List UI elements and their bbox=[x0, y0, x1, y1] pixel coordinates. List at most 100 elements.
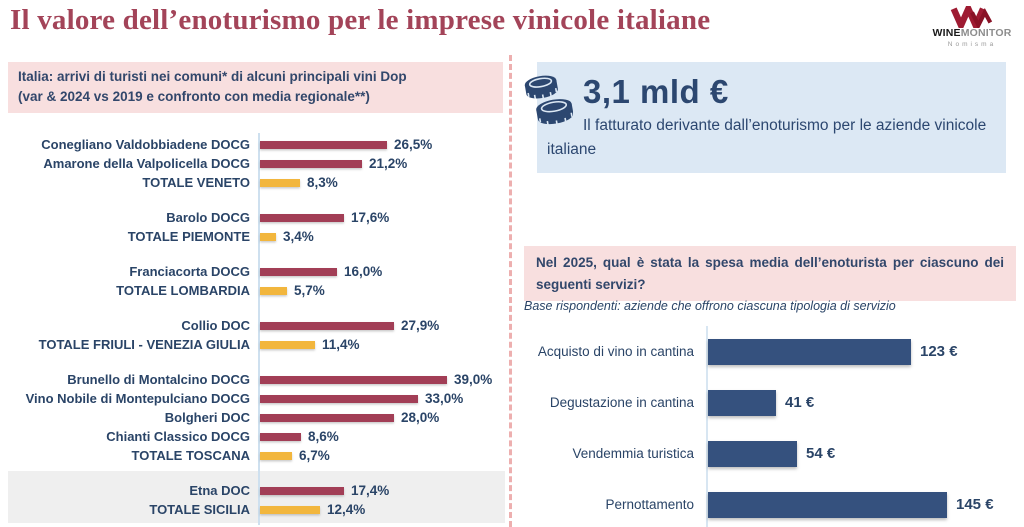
spending-row: Acquisto di vino in cantina 123 € bbox=[524, 326, 1024, 377]
spending-row: Vendemmia turistica 54 € bbox=[524, 428, 1024, 479]
wine-bar bbox=[260, 140, 387, 149]
chart-group-piemonte: Barolo DOCG 17,6% TOTALE PIEMONTE 3,4% bbox=[8, 208, 505, 246]
bar-row: TOTALE PIEMONTE 3,4% bbox=[8, 227, 505, 246]
caption-line-1: Italia: arrivi di turisti nei comuni* di… bbox=[18, 69, 407, 84]
spending-value: 145 € bbox=[956, 496, 994, 513]
bar-value: 17,4% bbox=[351, 483, 390, 498]
bar-value: 27,9% bbox=[401, 318, 440, 333]
service-label: Acquisto di vino in cantina bbox=[537, 343, 694, 359]
spending-chart: Acquisto di vino in cantina 123 € Degustaz… bbox=[524, 326, 1024, 527]
wine-label: Chianti Classico DOCG bbox=[106, 429, 250, 444]
spending-bar bbox=[708, 389, 776, 416]
wine-bar bbox=[260, 267, 337, 276]
service-label: Vendemmia turistica bbox=[572, 445, 694, 461]
sicilia-highlight-band bbox=[8, 471, 505, 523]
wine-bar bbox=[260, 486, 344, 495]
wine-label: Brunello di Montalcino DOCG bbox=[67, 372, 250, 387]
chart-group-sicilia: Etna DOC 17,4% TOTALE SICILIA 12,4% bbox=[8, 481, 505, 519]
bar-row: TOTALE VENETO 8,3% bbox=[8, 173, 505, 192]
left-chart-axis bbox=[258, 133, 260, 525]
chart-group-lombardia: Franciacorta DOCG 16,0% TOTALE LOMBARDIA 5,… bbox=[8, 262, 505, 300]
region-average-bar bbox=[260, 286, 287, 295]
bar-row: Franciacorta DOCG 16,0% bbox=[8, 262, 505, 281]
bar-value: 21,2% bbox=[369, 156, 408, 171]
bar-value: 28,0% bbox=[401, 410, 440, 425]
bar-row: Barolo DOCG 17,6% bbox=[8, 208, 505, 227]
bar-row: Collio DOC 27,9% bbox=[8, 316, 505, 335]
bar-row: Conegliano Valdobbiadene DOCG 26,5% bbox=[8, 135, 505, 154]
chart-group-friuli-venezia-giulia: Collio DOC 27,9% TOTALE FRIULI - VENEZIA G… bbox=[8, 316, 505, 354]
base-note: Base rispondenti: aziende che offrono ci… bbox=[524, 299, 896, 313]
region-total-label: TOTALE PIEMONTE bbox=[127, 229, 250, 244]
bar-row: TOTALE LOMBARDIA 5,7% bbox=[8, 281, 505, 300]
region-average-bar bbox=[260, 340, 315, 349]
region-total-label: TOTALE SICILIA bbox=[149, 502, 250, 517]
region-total-label: TOTALE FRIULI - VENEZIA GIULIA bbox=[38, 337, 250, 352]
bar-value: 33,0% bbox=[425, 391, 464, 406]
wine-label: Collio DOC bbox=[181, 318, 250, 333]
logo-wordmark: WINEMONITOR bbox=[928, 27, 1016, 40]
caption-line-2: (var & 2024 vs 2019 e confronto con medi… bbox=[18, 89, 370, 105]
service-label: Pernottamento bbox=[605, 496, 694, 512]
region-total-label: TOTALE VENETO bbox=[142, 175, 250, 190]
bar-value: 17,6% bbox=[351, 210, 390, 225]
bar-row: Chianti Classico DOCG 8,6% bbox=[8, 427, 505, 446]
region-average-bar bbox=[260, 505, 320, 514]
wine-monitor-logo: WINEMONITOR Nomisma bbox=[928, 6, 1016, 48]
page-title: Il valore dell’enoturismo per le imprese… bbox=[10, 4, 711, 36]
wine-label: Franciacorta DOCG bbox=[129, 264, 250, 279]
spending-bar bbox=[708, 440, 797, 467]
chart-group-toscana: Brunello di Montalcino DOCG 39,0% Vino Nob… bbox=[8, 370, 505, 465]
bar-row: Brunello di Montalcino DOCG 39,0% bbox=[8, 370, 505, 389]
bar-value: 39,0% bbox=[454, 372, 493, 387]
bar-row: TOTALE FRIULI - VENEZIA GIULIA 11,4% bbox=[8, 335, 505, 354]
logo-monitor: MONITOR bbox=[960, 27, 1012, 39]
dop-chart-groups: Conegliano Valdobbiadene DOCG 26,5% Amaron… bbox=[8, 135, 505, 519]
bar-row: Amarone della Valpolicella DOCG 21,2% bbox=[8, 154, 505, 173]
wine-label: Amarone della Valpolicella DOCG bbox=[43, 156, 250, 171]
logo-wine: WINE bbox=[932, 27, 961, 39]
spending-value: 41 € bbox=[785, 394, 815, 411]
spending-bar bbox=[708, 338, 911, 365]
wine-bar bbox=[260, 213, 344, 222]
wine-label: Conegliano Valdobbiadene DOCG bbox=[41, 137, 250, 152]
wine-bar bbox=[260, 432, 301, 441]
bar-value: 26,5% bbox=[394, 137, 433, 152]
bar-value: 16,0% bbox=[344, 264, 383, 279]
bar-row: Bolgheri DOC 28,0% bbox=[8, 408, 505, 427]
spending-row: Pernottamento 145 € bbox=[524, 479, 1024, 527]
bar-row: Etna DOC 17,4% bbox=[8, 481, 505, 500]
wine-label: Barolo DOCG bbox=[166, 210, 250, 225]
wine-label: Etna DOC bbox=[189, 483, 250, 498]
region-average-bar bbox=[260, 178, 300, 187]
chart-group-veneto: Conegliano Valdobbiadene DOCG 26,5% Amaron… bbox=[8, 135, 505, 192]
section-divider bbox=[509, 55, 512, 527]
service-label: Degustazione in cantina bbox=[549, 394, 694, 410]
bar-row: Vino Nobile di Montepulciano DOCG 33,0% bbox=[8, 389, 505, 408]
coins-icon bbox=[524, 75, 573, 126]
bar-value: 5,7% bbox=[294, 283, 325, 298]
bar-value: 8,3% bbox=[307, 175, 338, 190]
region-average-bar bbox=[260, 232, 276, 241]
bar-value: 11,4% bbox=[322, 337, 360, 352]
wine-bar bbox=[260, 394, 418, 403]
revenue-description: Il fatturato derivante dall’enoturismo p… bbox=[547, 117, 987, 158]
wine-bar bbox=[260, 321, 394, 330]
spending-row: Degustazione in cantina 41 € bbox=[524, 377, 1024, 428]
logo-nomisma: Nomisma bbox=[947, 40, 997, 48]
bar-value: 6,7% bbox=[299, 448, 330, 463]
spending-question: Nel 2025, qual è stata la spesa media de… bbox=[524, 246, 1016, 302]
revenue-value: 3,1 mld € bbox=[583, 73, 729, 110]
wine-bar bbox=[260, 413, 394, 422]
bar-row: TOTALE TOSCANA 6,7% bbox=[8, 446, 505, 465]
wine-bar bbox=[260, 159, 362, 168]
spending-value: 123 € bbox=[920, 343, 958, 360]
wm-monogram-icon bbox=[950, 6, 993, 28]
bar-row: TOTALE SICILIA 12,4% bbox=[8, 500, 505, 519]
wine-bar bbox=[260, 375, 447, 384]
dop-chart-caption: Italia: arrivi di turisti nei comuni* di… bbox=[8, 62, 503, 113]
region-total-label: TOTALE LOMBARDIA bbox=[116, 283, 250, 298]
wine-label: Vino Nobile di Montepulciano DOCG bbox=[25, 391, 250, 406]
revenue-stat-box: 3,1 mld € Il fatturato derivante dall’en… bbox=[524, 62, 1006, 173]
region-total-label: TOTALE TOSCANA bbox=[131, 448, 250, 463]
